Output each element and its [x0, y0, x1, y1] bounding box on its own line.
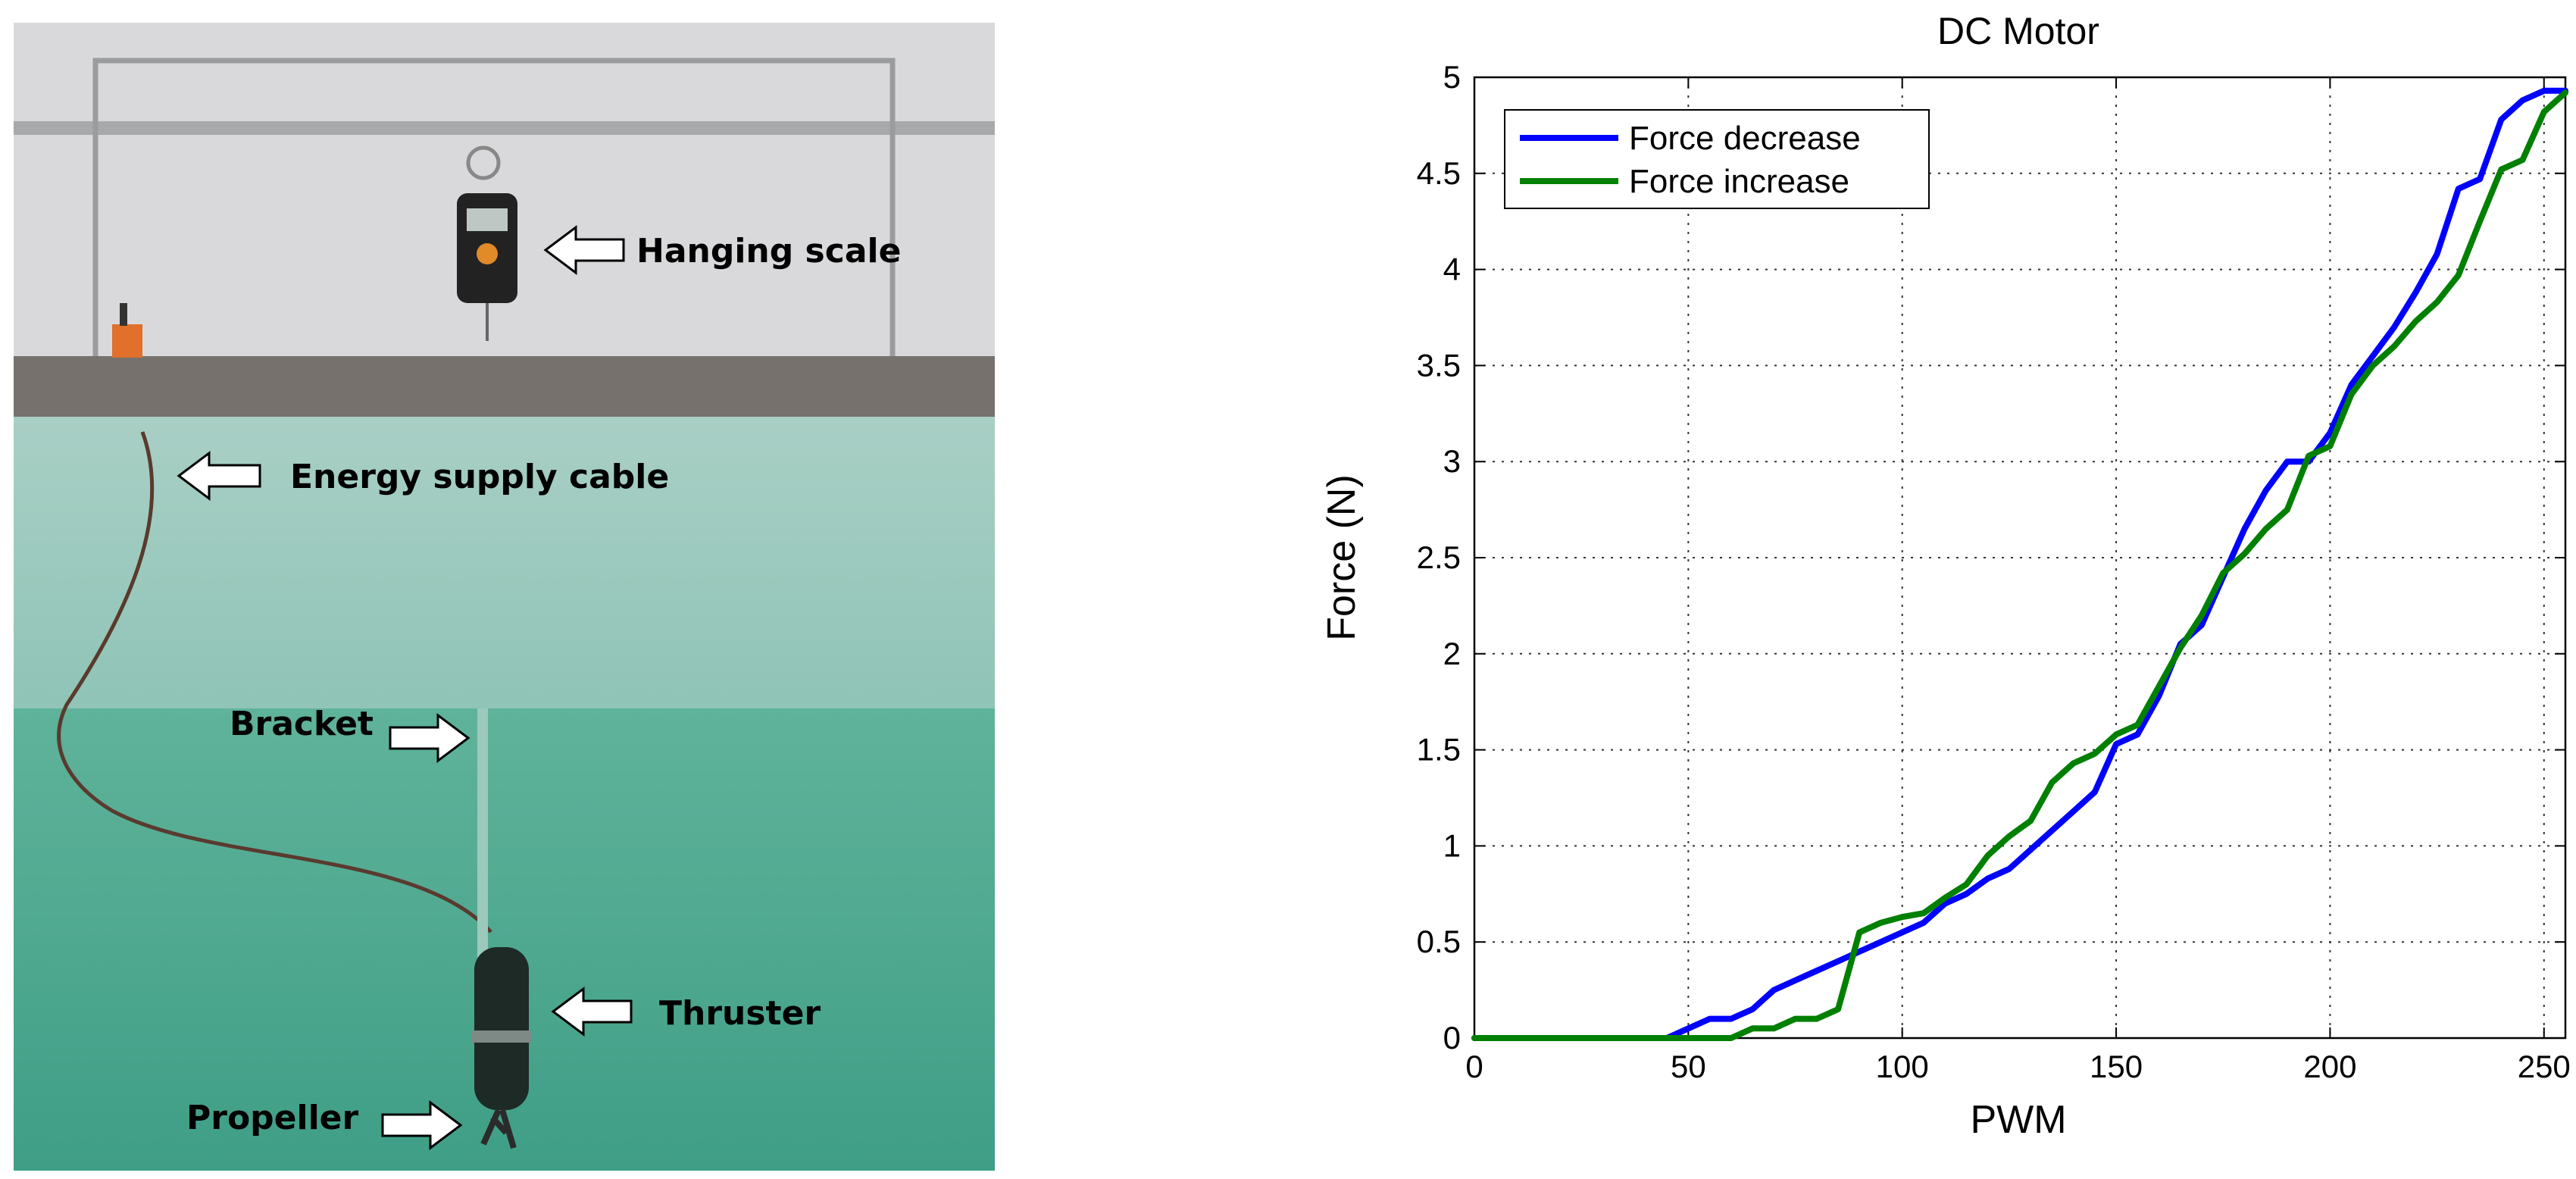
y-tick-label: 3 [1443, 443, 1461, 479]
hanging-scale-icon [457, 145, 517, 341]
bracket-label: Bracket [230, 705, 374, 743]
propeller-label: Propeller [186, 1099, 359, 1137]
series-line-force-decrease [1471, 87, 2568, 1041]
photo-tank-rim [14, 356, 995, 417]
arrow-bracket [389, 713, 470, 763]
legend: Force decrease Force increase [1504, 109, 1930, 209]
arrow-energy-supply-cable [177, 451, 261, 501]
x-axis-label: PWM [1970, 1098, 2066, 1142]
thruster-icon [474, 947, 529, 1110]
label-bracket: Bracket [230, 705, 470, 763]
y-axis-label: Force (N) [1320, 474, 1364, 641]
y-tick-label: 1 [1443, 827, 1461, 863]
photo-wall [14, 23, 995, 356]
photo-clamp [112, 324, 142, 358]
x-tick-label: 250 [2518, 1049, 2571, 1084]
experiment-photo: Hanging scale Energy supply cable Bracke… [14, 23, 995, 1171]
tick-layer: 0 50 100 150 200 250 0 0.5 1 1.5 2 2.5 3 3.5 4 4.5 5 [1417, 59, 2571, 1084]
arrow-thruster [551, 987, 633, 1037]
x-tick-label: 200 [2303, 1049, 2356, 1084]
photo-frame-bar [14, 121, 995, 135]
chart-title: DC Motor [1937, 10, 2099, 52]
arrow-propeller [381, 1100, 463, 1150]
photo-frame-loop [92, 58, 896, 356]
photo-thruster-band [471, 1030, 532, 1043]
label-energy-supply-cable: Energy supply cable [177, 451, 669, 501]
photo-clamp-handle [120, 303, 127, 326]
y-tick-label: 4 [1443, 252, 1461, 287]
photo-cable [57, 431, 492, 934]
x-tick-label: 150 [2090, 1049, 2143, 1084]
x-tick-label: 0 [1465, 1049, 1483, 1084]
y-tick-label: 2.5 [1417, 539, 1461, 575]
x-tick-label: 50 [1671, 1049, 1706, 1084]
photo-tank-glass [14, 417, 995, 708]
y-tick-label: 0 [1443, 1020, 1461, 1055]
label-hanging-scale: Hanging scale [543, 225, 901, 275]
hanging-scale-label: Hanging scale [636, 232, 901, 271]
series-layer [1471, 87, 2568, 1041]
dc-motor-chart: DC Motor 0 50 100 150 200 250 0 0.5 1 1.5 2 2.5 3 3.5… [1320, 10, 2571, 1142]
energy-supply-cable-label: Energy supply cable [290, 458, 669, 496]
series-line-force-increase [1471, 89, 2568, 1041]
legend-label: Force decrease [1629, 120, 1861, 157]
y-tick-label: 0.5 [1417, 924, 1461, 959]
y-tick-label: 1.5 [1417, 732, 1461, 768]
arrow-hanging-scale [543, 225, 625, 275]
propeller-icon [480, 1109, 517, 1149]
photo-bracket-rod [477, 708, 488, 959]
y-tick-label: 2 [1443, 636, 1461, 671]
y-tick-label: 3.5 [1417, 347, 1461, 383]
legend-box [1504, 109, 1930, 209]
y-tick-label: 4.5 [1417, 155, 1461, 191]
x-tick-label: 100 [1876, 1049, 1929, 1084]
grid-layer [1474, 77, 2565, 1038]
y-tick-label: 5 [1443, 59, 1461, 95]
label-propeller: Propeller [186, 1099, 463, 1150]
legend-label: Force increase [1629, 163, 1849, 200]
thruster-label: Thruster [659, 994, 821, 1033]
label-thruster: Thruster [551, 987, 821, 1037]
